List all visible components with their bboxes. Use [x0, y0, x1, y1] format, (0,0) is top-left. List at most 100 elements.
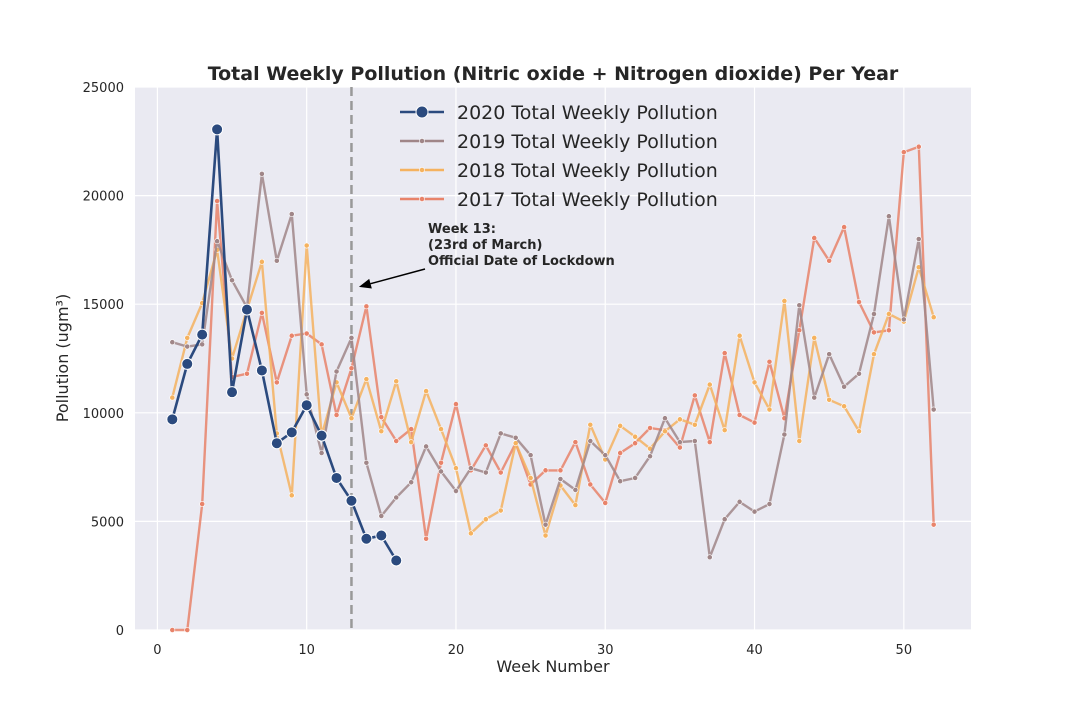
data-point [736, 412, 743, 418]
data-point [676, 444, 683, 451]
annotation-line-3: Official Date of Lockdown [428, 254, 615, 269]
data-point [736, 332, 743, 339]
data-point [930, 314, 937, 321]
data-point [930, 521, 937, 528]
data-point [199, 501, 206, 507]
data-point [721, 516, 728, 523]
data-point [393, 378, 400, 385]
data-point [390, 554, 403, 567]
data-point [244, 370, 250, 377]
data-point [885, 213, 892, 220]
data-point [258, 309, 265, 316]
legend-marker [419, 138, 425, 144]
y-axis-label: Pollution (ugm³) [53, 294, 72, 422]
data-point [721, 427, 728, 434]
data-point [617, 450, 624, 456]
series-line [171, 172, 935, 559]
annotation-arrow [370, 268, 426, 285]
data-point [438, 459, 444, 466]
data-point [527, 452, 534, 459]
data-point [229, 277, 235, 284]
data-point [841, 224, 848, 230]
data-point [587, 481, 594, 488]
data-point [482, 442, 489, 449]
data-point [438, 468, 444, 475]
data-point [691, 392, 698, 399]
data-point [438, 426, 444, 432]
data-point [856, 299, 862, 305]
legend-entry: 2018 Total Weekly Pollution [400, 160, 718, 182]
data-point [273, 379, 280, 386]
data-point [467, 465, 474, 472]
data-point [572, 439, 579, 446]
data-point [345, 494, 358, 507]
legend-label: 2018 Total Weekly Pollution [457, 160, 718, 182]
data-point [871, 311, 877, 317]
data-point [602, 500, 609, 506]
legend-marker [415, 105, 429, 119]
annotation-line-2: (23rd of March) [428, 238, 542, 253]
data-point [796, 302, 803, 309]
data-point [512, 434, 519, 441]
data-point [676, 416, 683, 423]
annotation-arrowhead [358, 278, 372, 289]
data-point [557, 476, 564, 482]
data-point [184, 334, 191, 341]
data-point [423, 443, 430, 450]
data-point [423, 388, 430, 394]
data-point [363, 376, 370, 383]
legend-label: 2017 Total Weekly Pollution [457, 189, 718, 211]
data-point [826, 396, 833, 403]
x-tick-label: 0 [153, 643, 161, 658]
data-point [647, 425, 653, 431]
series-line [171, 244, 935, 537]
data-point [706, 439, 713, 446]
data-point [841, 403, 848, 410]
data-point [378, 428, 385, 435]
data-point [542, 532, 549, 539]
legend: 2020 Total Weekly Pollution 2019 Total We… [400, 102, 718, 211]
data-point [408, 479, 415, 486]
x-tick-label: 40 [746, 643, 763, 658]
data-point [811, 394, 818, 401]
data-point [408, 439, 415, 446]
data-point [240, 303, 253, 316]
chart-title: Total Weekly Pollution (Nitric oxide + N… [208, 63, 899, 85]
data-point [288, 211, 295, 217]
data-point [363, 459, 370, 466]
x-tick-label: 20 [448, 643, 465, 658]
data-point [557, 467, 564, 474]
data-point [258, 258, 265, 265]
data-point [467, 530, 474, 537]
data-point [617, 478, 624, 485]
data-point [871, 351, 877, 358]
data-point [691, 421, 698, 428]
data-point [632, 475, 639, 481]
data-point [453, 488, 459, 494]
data-point [270, 437, 283, 450]
data-point [885, 327, 892, 334]
series-group [166, 123, 403, 567]
data-point [453, 401, 459, 408]
data-point [214, 198, 221, 204]
y-tick-label: 20000 [83, 190, 124, 205]
y-tick-label: 10000 [83, 407, 124, 422]
data-point [303, 391, 310, 398]
data-point [662, 415, 668, 422]
data-point [333, 368, 340, 375]
data-point [856, 428, 862, 435]
x-tick-label: 30 [597, 643, 614, 658]
data-point [303, 330, 310, 337]
y-tick-label: 5000 [91, 515, 124, 530]
data-point [811, 235, 818, 241]
data-point [706, 554, 713, 561]
data-point [482, 516, 489, 523]
data-point [330, 471, 343, 484]
data-point [393, 494, 400, 501]
legend-entry: 2017 Total Weekly Pollution [400, 189, 718, 211]
legend-entry: 2019 Total Weekly Pollution [400, 131, 718, 153]
data-point [497, 430, 504, 437]
data-point [900, 149, 907, 156]
data-point [184, 627, 191, 633]
